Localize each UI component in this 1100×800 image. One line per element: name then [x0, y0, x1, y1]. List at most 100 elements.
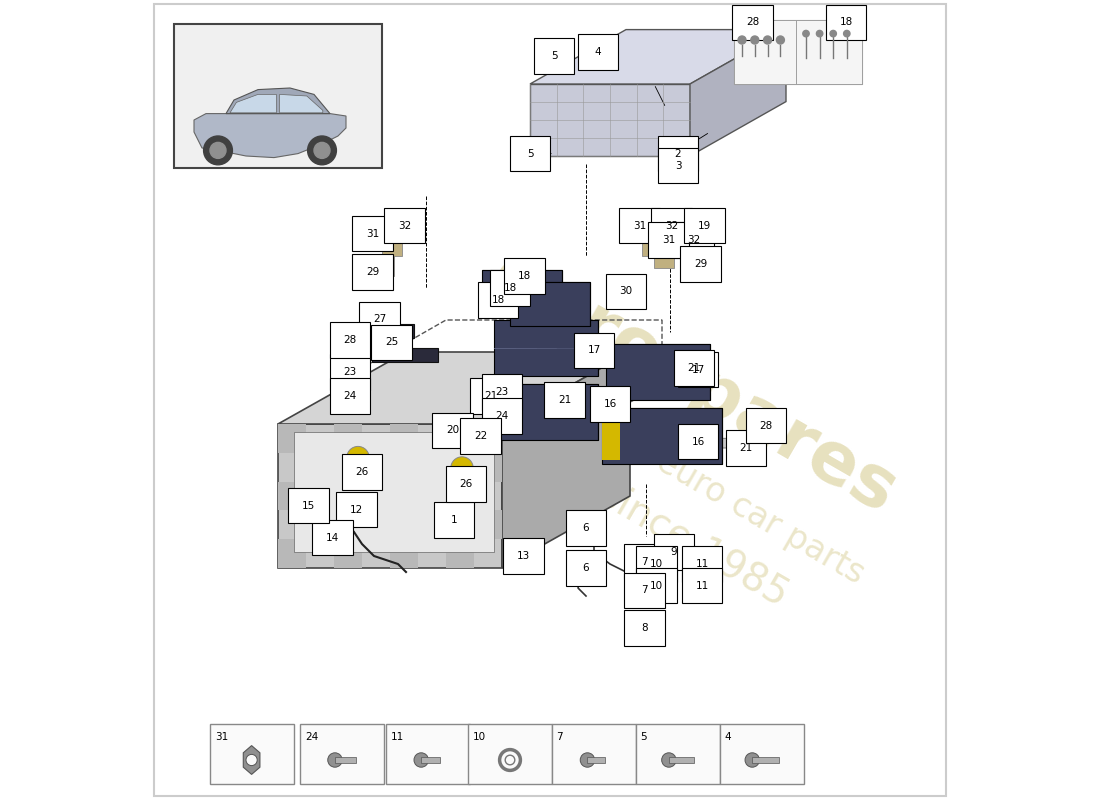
FancyBboxPatch shape — [544, 382, 585, 418]
Bar — [474, 510, 502, 539]
Text: 21: 21 — [688, 363, 701, 373]
Polygon shape — [194, 114, 346, 158]
Text: 26: 26 — [355, 467, 368, 477]
Circle shape — [515, 544, 534, 563]
Text: 28: 28 — [759, 421, 772, 430]
Text: 28: 28 — [343, 335, 356, 345]
Text: 27: 27 — [373, 314, 386, 324]
Text: 1: 1 — [451, 515, 458, 525]
FancyBboxPatch shape — [678, 352, 718, 387]
Bar — [752, 757, 779, 763]
Text: 31: 31 — [366, 229, 379, 238]
Polygon shape — [382, 236, 402, 256]
Bar — [474, 453, 502, 482]
Circle shape — [803, 30, 810, 37]
Text: 3: 3 — [674, 161, 681, 170]
Bar — [669, 757, 694, 763]
Bar — [334, 539, 362, 568]
Text: 16: 16 — [692, 437, 705, 446]
FancyBboxPatch shape — [682, 568, 723, 603]
Text: 22: 22 — [474, 431, 487, 441]
Text: 23: 23 — [495, 387, 508, 397]
FancyBboxPatch shape — [384, 208, 425, 243]
FancyBboxPatch shape — [648, 222, 689, 258]
Circle shape — [777, 36, 784, 44]
Polygon shape — [230, 94, 276, 113]
Bar — [602, 412, 620, 460]
FancyBboxPatch shape — [636, 546, 676, 582]
Text: 30: 30 — [619, 286, 632, 296]
FancyBboxPatch shape — [624, 544, 664, 579]
Circle shape — [816, 30, 823, 37]
Text: 18: 18 — [839, 18, 853, 27]
Text: 29: 29 — [694, 259, 707, 269]
Bar — [278, 424, 306, 453]
Text: 10: 10 — [650, 559, 663, 569]
Circle shape — [830, 30, 836, 37]
FancyBboxPatch shape — [330, 322, 371, 358]
Polygon shape — [502, 352, 630, 568]
Circle shape — [662, 753, 676, 767]
Bar — [334, 482, 362, 510]
Text: 21: 21 — [739, 443, 752, 453]
FancyBboxPatch shape — [658, 136, 698, 171]
FancyBboxPatch shape — [826, 5, 867, 40]
FancyBboxPatch shape — [534, 38, 574, 74]
Polygon shape — [690, 30, 786, 156]
Circle shape — [763, 36, 771, 44]
Polygon shape — [444, 424, 455, 430]
Text: 16: 16 — [604, 399, 617, 409]
FancyBboxPatch shape — [471, 378, 512, 414]
FancyBboxPatch shape — [352, 254, 393, 290]
Text: 31: 31 — [632, 221, 646, 230]
Polygon shape — [602, 408, 722, 464]
Text: 13: 13 — [517, 551, 530, 561]
Text: 17: 17 — [587, 346, 601, 355]
Circle shape — [451, 457, 473, 479]
FancyBboxPatch shape — [352, 216, 393, 251]
FancyBboxPatch shape — [673, 350, 714, 386]
Polygon shape — [494, 384, 598, 440]
Text: 24: 24 — [495, 411, 508, 421]
Polygon shape — [278, 424, 502, 568]
FancyBboxPatch shape — [673, 222, 714, 258]
Circle shape — [210, 142, 225, 158]
Polygon shape — [226, 88, 330, 114]
Circle shape — [745, 753, 759, 767]
FancyBboxPatch shape — [574, 333, 614, 368]
Text: 26: 26 — [460, 479, 473, 489]
Bar — [306, 453, 334, 482]
FancyBboxPatch shape — [680, 246, 720, 282]
Bar — [634, 558, 664, 576]
FancyBboxPatch shape — [606, 274, 647, 309]
FancyBboxPatch shape — [482, 374, 522, 410]
FancyBboxPatch shape — [658, 148, 698, 183]
Bar — [734, 20, 862, 84]
Bar — [306, 510, 334, 539]
Polygon shape — [510, 282, 590, 326]
FancyBboxPatch shape — [490, 270, 530, 306]
Circle shape — [346, 446, 370, 469]
Bar — [551, 724, 636, 784]
FancyBboxPatch shape — [460, 418, 500, 454]
Polygon shape — [374, 256, 394, 276]
FancyBboxPatch shape — [636, 568, 676, 603]
Bar — [734, 20, 796, 84]
Text: eurospares: eurospares — [478, 240, 909, 528]
Bar — [421, 757, 440, 763]
FancyBboxPatch shape — [726, 430, 767, 466]
Text: 4: 4 — [595, 47, 602, 57]
Bar — [174, 24, 382, 168]
FancyBboxPatch shape — [678, 424, 718, 459]
FancyBboxPatch shape — [624, 610, 664, 646]
FancyBboxPatch shape — [433, 502, 474, 538]
Circle shape — [308, 136, 337, 165]
Text: 24: 24 — [343, 391, 356, 401]
FancyBboxPatch shape — [565, 550, 606, 586]
Bar — [362, 510, 390, 539]
Bar — [418, 453, 446, 482]
FancyBboxPatch shape — [684, 208, 725, 243]
Text: 20: 20 — [446, 426, 459, 435]
FancyBboxPatch shape — [337, 492, 376, 527]
Polygon shape — [279, 94, 322, 113]
